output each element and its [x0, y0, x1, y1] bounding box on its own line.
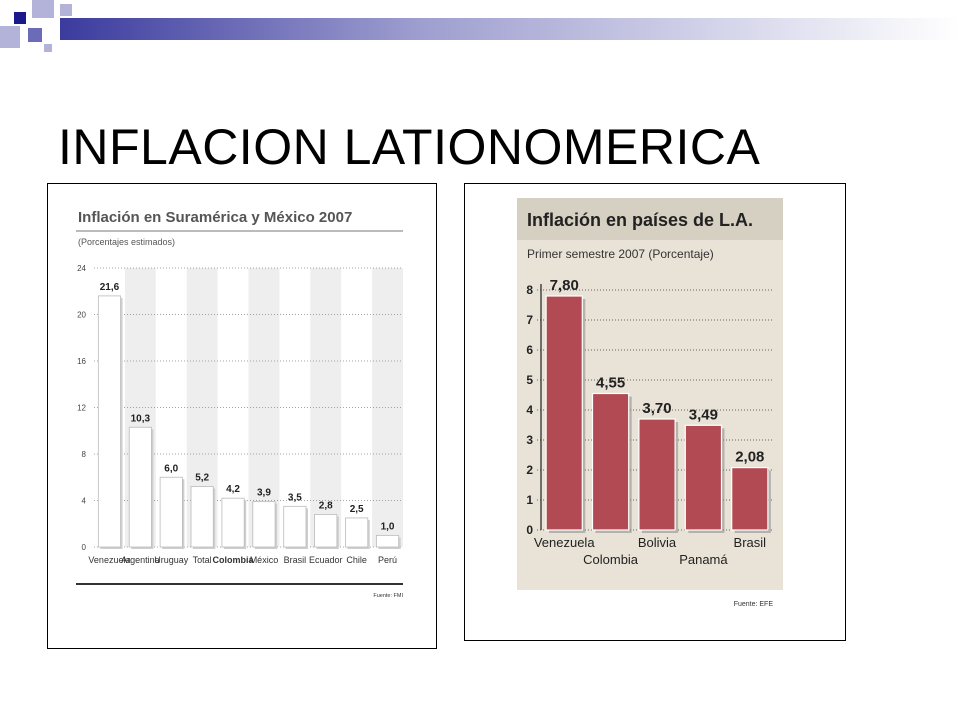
- bar: [638, 418, 676, 531]
- bar: [190, 486, 214, 548]
- deco-square-light: [0, 26, 20, 48]
- chart-source: Fuente: EFE: [734, 601, 774, 608]
- y-tick-label: 5: [526, 373, 533, 387]
- x-tick-label: México: [250, 555, 279, 565]
- y-tick-label: 3: [526, 433, 533, 447]
- x-tick-label: Bolivia: [638, 535, 677, 550]
- bar: [128, 426, 152, 548]
- data-label: 6,0: [164, 463, 178, 474]
- deco-square-light: [44, 44, 52, 52]
- data-label: 3,70: [642, 400, 671, 417]
- data-label: 2,08: [735, 449, 764, 466]
- chart-subtitle: (Porcentajes estimados): [78, 237, 175, 247]
- deco-square-light: [60, 4, 72, 16]
- bar: [345, 517, 369, 548]
- top-gradient-band: [60, 18, 960, 40]
- y-tick-label: 1: [526, 493, 533, 507]
- bar: [252, 501, 276, 548]
- bar: [221, 497, 245, 548]
- chart-inflacion-paises-la: Inflación en países de L.A. Primer semes…: [517, 198, 783, 608]
- data-label: 1,0: [381, 521, 395, 532]
- y-tick-label: 16: [77, 357, 86, 366]
- data-label: 21,6: [100, 282, 120, 293]
- x-tick-label: Venezuela: [534, 535, 595, 550]
- data-label: 4,55: [596, 375, 625, 392]
- chart-title: Inflación en Suramérica y México 2007: [78, 209, 352, 226]
- y-tick-label: 7: [526, 313, 533, 327]
- deco-square-light: [32, 0, 54, 18]
- y-tick-label: 4: [82, 497, 87, 506]
- y-tick-label: 4: [526, 403, 533, 417]
- data-label: 5,2: [195, 473, 209, 484]
- y-tick-label: 20: [77, 311, 86, 320]
- y-tick-label: 8: [526, 283, 533, 297]
- y-tick-label: 0: [82, 543, 87, 552]
- chart-frame-paises-la: Inflación en países de L.A. Primer semes…: [464, 183, 846, 641]
- bar: [684, 424, 723, 531]
- data-label: 2,8: [319, 500, 333, 511]
- x-tick-label: Venezuela: [88, 555, 130, 565]
- bar: [314, 514, 338, 548]
- x-tick-label: Chile: [346, 555, 367, 565]
- data-label: 3,9: [257, 488, 271, 499]
- slide-title: INFLACION LATIONOMERICA: [58, 119, 761, 175]
- chart-frame-suramerica: Inflación en Suramérica y México 2007 (P…: [47, 183, 437, 649]
- deco-square-mid: [28, 28, 42, 42]
- chart-source: Fuente: FMI: [373, 593, 403, 599]
- data-label: 2,5: [350, 504, 364, 515]
- y-tick-label: 6: [526, 343, 533, 357]
- x-tick-label: Brasil: [284, 555, 307, 565]
- bar: [376, 534, 400, 548]
- deco-square-dark: [14, 12, 26, 24]
- data-label: 10,3: [131, 413, 151, 424]
- x-tick-label: Uruguay: [154, 555, 189, 565]
- x-tick-label: Brasil: [734, 535, 767, 550]
- data-label: 7,80: [550, 277, 579, 294]
- y-tick-label: 0: [526, 523, 533, 537]
- data-label: 3,5: [288, 492, 302, 503]
- x-tick-label: Panamá: [679, 552, 728, 567]
- x-tick-label: Total: [193, 555, 212, 565]
- chart-inflacion-suramerica: Inflación en Suramérica y México 2007 (P…: [76, 209, 403, 599]
- bar: [283, 505, 307, 548]
- x-tick-label: Argentina: [121, 555, 160, 565]
- y-tick-label: 2: [526, 463, 533, 477]
- chart-title: Inflación en países de L.A.: [527, 210, 753, 230]
- data-label: 4,2: [226, 484, 240, 495]
- x-tick-label: Perú: [378, 555, 397, 565]
- y-tick-label: 8: [82, 450, 87, 459]
- bar: [731, 467, 769, 531]
- y-tick-label: 24: [77, 264, 86, 273]
- x-tick-label: Ecuador: [309, 555, 343, 565]
- chart-subtitle: Primer semestre 2007 (Porcentaje): [527, 247, 714, 261]
- bar: [591, 392, 630, 531]
- bar: [97, 295, 121, 548]
- data-label: 3,49: [689, 406, 718, 423]
- bar: [545, 295, 583, 531]
- x-tick-label: Colombia: [213, 555, 255, 565]
- bar: [159, 476, 183, 548]
- x-tick-label: Colombia: [583, 552, 639, 567]
- y-tick-label: 12: [77, 404, 86, 413]
- title-band: [517, 198, 783, 240]
